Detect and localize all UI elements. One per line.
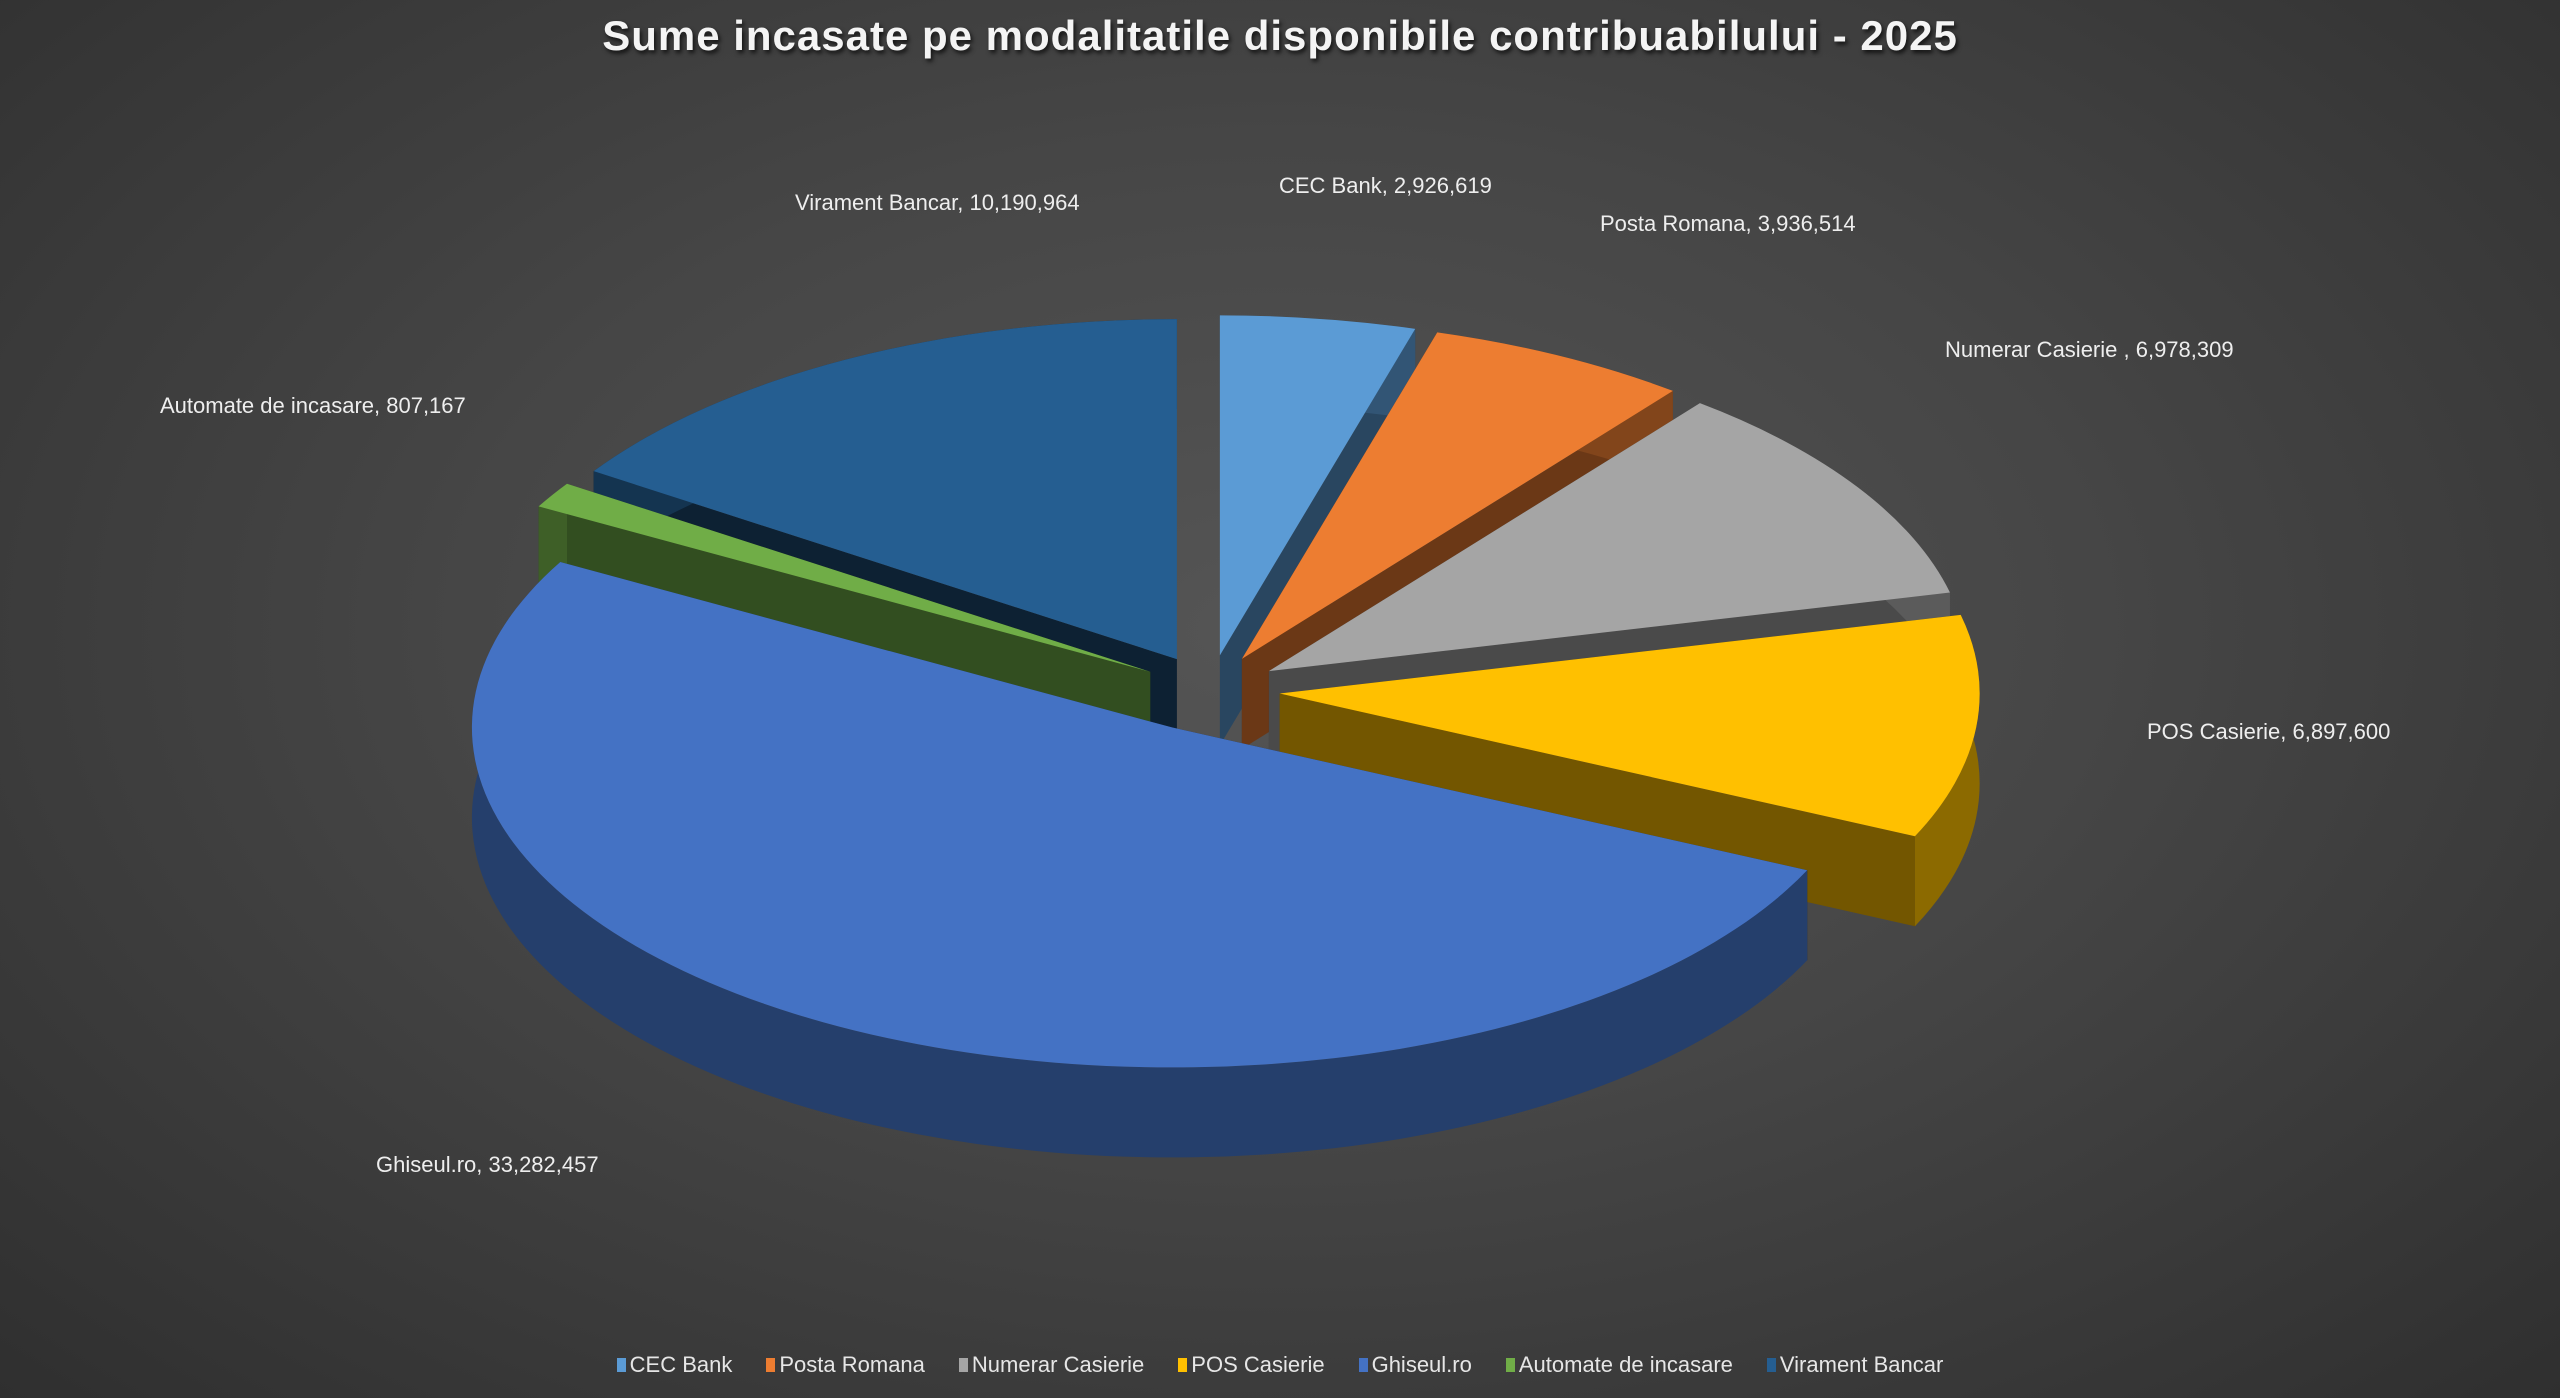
- legend-label: Virament Bancar: [1779, 1352, 1944, 1377]
- data-label-posta: Posta Romana, 3,936,514: [1600, 211, 1856, 236]
- legend-label: POS Casierie: [1191, 1352, 1325, 1377]
- slice-top: [1268, 403, 1950, 672]
- legend-label: CEC Bank: [629, 1352, 733, 1377]
- data-label-numerar: Numerar Casierie , 6,978,309: [1945, 337, 2234, 362]
- data-label-automate: Automate de incasare, 807,167: [160, 393, 466, 418]
- legend-label: Ghiseul.ro: [1371, 1352, 1472, 1377]
- legend-item-posta[interactable]: Posta Romana: [766, 1352, 925, 1378]
- legend-item-virament[interactable]: Virament Bancar: [1766, 1352, 1944, 1378]
- legend-label: Posta Romana: [779, 1352, 925, 1377]
- legend-swatch: [1505, 1358, 1515, 1372]
- legend-label: Numerar Casierie: [971, 1352, 1145, 1377]
- legend: CEC Bank Posta Romana Numerar Casierie P…: [0, 1352, 2560, 1378]
- legend-swatch: [766, 1358, 776, 1372]
- data-label-virament: Virament Bancar, 10,190,964: [795, 190, 1080, 215]
- legend-swatch: [1358, 1358, 1368, 1372]
- slice-top: [471, 562, 1808, 1068]
- data-label-cec: CEC Bank, 2,926,619: [1279, 173, 1492, 198]
- slice-top: [1241, 332, 1673, 659]
- data-label-ghiseul: Ghiseul.ro, 33,282,457: [376, 1152, 599, 1177]
- legend-swatch: [1766, 1358, 1776, 1372]
- slice-top: [1279, 614, 1980, 837]
- pie-slice-ghiseul-ro: [471, 562, 1808, 1158]
- legend-swatch: [958, 1358, 968, 1372]
- legend-label: Automate de incasare: [1518, 1352, 1733, 1377]
- legend-swatch: [1178, 1358, 1188, 1372]
- legend-item-cec[interactable]: CEC Bank: [616, 1352, 733, 1378]
- legend-item-ghiseul[interactable]: Ghiseul.ro: [1358, 1352, 1472, 1378]
- legend-swatch: [616, 1358, 626, 1372]
- legend-item-numerar[interactable]: Numerar Casierie: [958, 1352, 1145, 1378]
- slice-top: [1219, 315, 1416, 656]
- legend-item-automate[interactable]: Automate de incasare: [1505, 1352, 1733, 1378]
- legend-item-pos[interactable]: POS Casierie: [1178, 1352, 1325, 1378]
- slice-top: [593, 319, 1177, 660]
- data-label-pos: POS Casierie, 6,897,600: [2147, 719, 2391, 744]
- chart-title: Sume incasate pe modalitatile disponibil…: [602, 12, 1958, 59]
- slice-top: [538, 483, 1151, 672]
